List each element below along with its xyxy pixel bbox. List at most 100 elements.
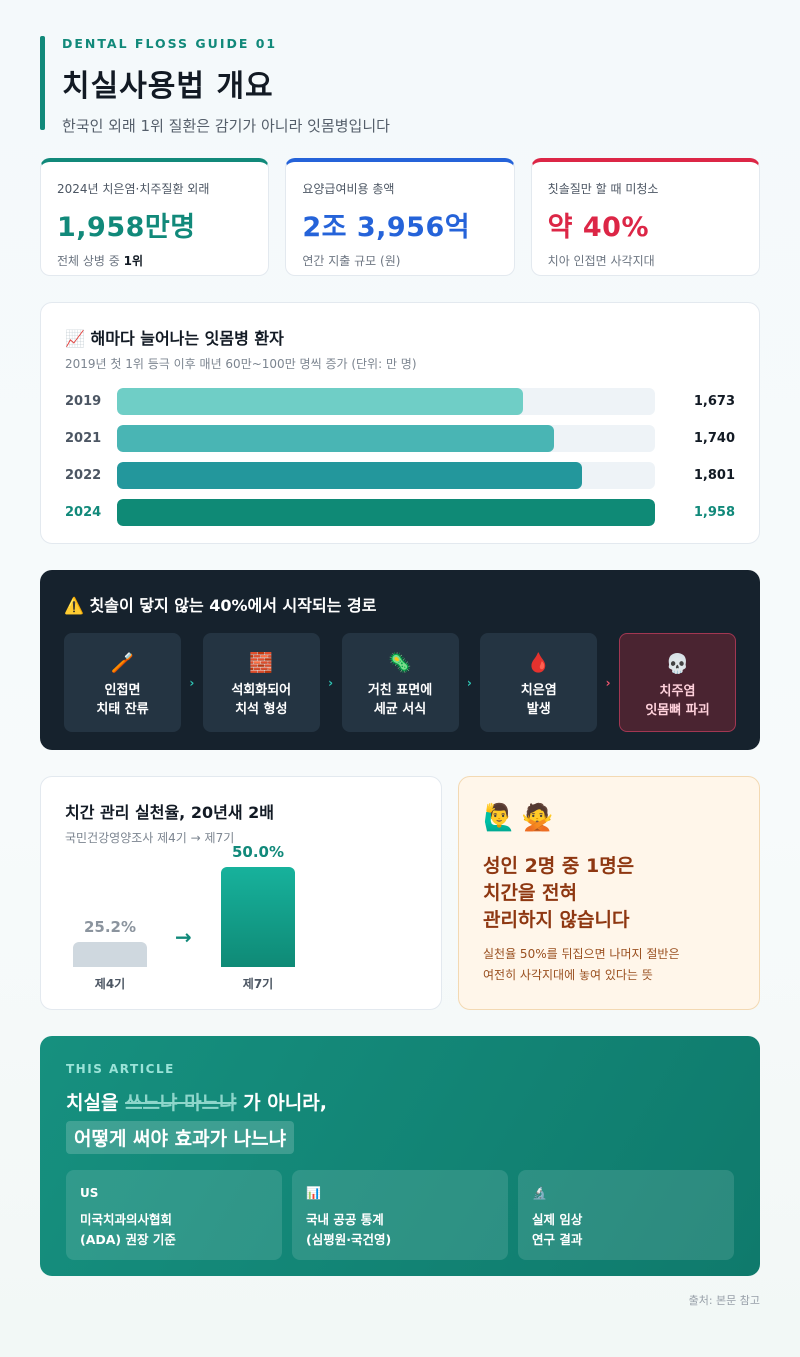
- stat-note: 연간 지출 규모 (원): [302, 254, 401, 268]
- bar: [116, 499, 656, 526]
- before-bar: [73, 942, 147, 967]
- headline-prefix: 치실을: [66, 1092, 126, 1114]
- bar-row: 2021 1,740: [65, 425, 735, 452]
- practice-title: 치간 관리 실천율, 20년새 2배: [65, 803, 274, 822]
- article-banner: THIS ARTICLE 치실을 쓰느냐 마느냐 가 아니라, 어떻게 써야 효…: [40, 1036, 760, 1276]
- headline-suffix: 가 아니라,: [236, 1092, 327, 1114]
- after-percent: 50.0%: [231, 843, 285, 861]
- arrow-right-icon: →: [175, 925, 192, 949]
- brick-icon: 🧱: [249, 652, 274, 674]
- warning-icon: ⚠️: [64, 596, 84, 615]
- before-label: 제4기: [94, 977, 126, 991]
- bar-track: [116, 462, 656, 489]
- stat-label: 요양급여비용 총액: [302, 182, 395, 196]
- step-label-line: 발생: [526, 702, 551, 717]
- article-sources: US 미국치과의사협회 (ADA) 권장 기준 📊 국내 공공 통계 (심평원·…: [66, 1170, 734, 1260]
- source-label: 미국치과의사협회 (ADA) 권장 기준: [80, 1212, 176, 1247]
- blood-drop-icon: 🩸: [526, 652, 551, 674]
- after-label: 제7기: [242, 977, 274, 991]
- stat-value: 1,958만명: [57, 212, 196, 243]
- practice-subtitle: 국민건강영양조사 제4기 → 제7기: [65, 831, 235, 845]
- article-highlight: 어떻게 써야 효과가 나느냐: [66, 1121, 295, 1154]
- source-statistics: 📊 국내 공공 통계 (심평원·국건영): [292, 1170, 508, 1260]
- bar-track: [116, 425, 656, 452]
- stat-value: 2조 3,956억: [302, 212, 471, 243]
- step-label-line: 치석 형성: [235, 702, 288, 717]
- stat-label: 칫솔질만 할 때 미청소: [547, 182, 659, 196]
- after-bar: [221, 867, 295, 967]
- bar-value-label: 1,958: [693, 505, 735, 520]
- article-eyebrow: THIS ARTICLE: [66, 1062, 175, 1076]
- bar-value-label: 1,673: [693, 394, 735, 409]
- people-icon: 🙋‍♂️🙅: [483, 803, 560, 833]
- stat-card-outpatients: 2024년 치은염·치주질환 외래 1,958만명 전체 상병 중 1위: [40, 158, 270, 276]
- chart-title-text: 해마다 늘어나는 잇몸병 환자: [90, 329, 284, 348]
- chevron-right-icon: ›: [605, 675, 611, 690]
- header-eyebrow: DENTAL FLOSS GUIDE 01: [62, 36, 278, 51]
- toothbrush-icon: 🪥: [110, 652, 135, 674]
- us-flag-icon: US: [80, 1186, 99, 1200]
- practice-row: 치간 관리 실천율, 20년새 2배 국민건강영양조사 제4기 → 제7기 25…: [40, 776, 760, 1010]
- headline-strike: 쓰느냐 마느냐: [125, 1092, 237, 1114]
- bar-year-label: 2024: [65, 505, 102, 520]
- bar-year-label: 2021: [65, 431, 102, 446]
- chevron-right-icon: ›: [189, 675, 195, 690]
- skull-icon: 💀: [665, 653, 690, 675]
- step-label-line: 치주염: [659, 684, 696, 699]
- bar-value-label: 1,801: [693, 468, 735, 483]
- chevron-right-icon: ›: [466, 675, 472, 690]
- step-label-line: 세균 서식: [373, 702, 427, 717]
- microscope-icon: 🔬: [532, 1186, 547, 1200]
- step-label-line: 인접면: [104, 683, 141, 698]
- practice-card: 치간 관리 실천율, 20년새 2배 국민건강영양조사 제4기 → 제7기 25…: [40, 776, 442, 1010]
- page-title: 치실사용법 개요: [62, 69, 274, 104]
- bar: [116, 462, 583, 489]
- article-headline: 치실을 쓰느냐 마느냐 가 아니라,: [66, 1088, 734, 1115]
- step-label-line: 치은염: [520, 683, 557, 698]
- step-label-line: 치태 잔류: [96, 702, 149, 717]
- bar-row: 2022 1,801: [65, 462, 735, 489]
- bar-track: [116, 499, 656, 526]
- bar-year-label: 2022: [65, 468, 102, 483]
- callout-headline: 성인 2명 중 1명은 치간을 전혀 관리하지 않습니다: [483, 855, 635, 931]
- stat-card-cost: 요양급여비용 총액 2조 3,956억 연간 지출 규모 (원): [285, 158, 515, 276]
- step-label-line: 거친 표면에: [367, 683, 433, 698]
- step-label-line: 석회화되어: [231, 683, 292, 698]
- growth-chart-card: 📈 해마다 늘어나는 잇몸병 환자 2019년 첫 1위 등극 이후 매년 60…: [40, 302, 760, 544]
- pathway-title: ⚠️ 칫솔이 닿지 않는 40%에서 시작되는 경로: [64, 592, 736, 616]
- stat-card-uncleaned: 칫솔질만 할 때 미청소 약 40% 치아 인접면 사각지대: [530, 158, 760, 276]
- comparison-after: 50.0% 제7기: [221, 843, 295, 991]
- stat-cards: 2024년 치은염·치주질환 외래 1,958만명 전체 상병 중 1위 요양급…: [40, 158, 760, 276]
- stat-note-text: 전체 상병 중: [57, 254, 124, 268]
- stat-note: 치아 인접면 사각지대: [547, 254, 655, 268]
- page-header: DENTAL FLOSS GUIDE 01 치실사용법 개요 한국인 외래 1위…: [40, 36, 760, 135]
- source-footnote: 출처: 본문 참고: [688, 1294, 760, 1307]
- practice-comparison: 25.2% 제4기 → 50.0% 제7기: [65, 843, 417, 991]
- source-ada: US 미국치과의사협회 (ADA) 권장 기준: [66, 1170, 282, 1260]
- step-label-line: 잇몸뼈 파괴: [645, 703, 710, 718]
- bar-chart-icon: 📊: [306, 1186, 321, 1200]
- bar-chart: 2019 1,673 2021 1,740 2022 1,801 2024 1,958: [65, 388, 735, 526]
- stat-value: 약 40%: [547, 212, 650, 243]
- bar-year-label: 2019: [65, 394, 102, 409]
- bar: [116, 388, 523, 415]
- before-percent: 25.2%: [83, 918, 137, 936]
- chevron-right-icon: ›: [328, 675, 334, 690]
- stat-label: 2024년 치은염·치주질환 외래: [57, 182, 210, 196]
- chart-up-icon: 📈: [65, 329, 85, 348]
- pathway-title-text: 칫솔이 닿지 않는 40%에서 시작되는 경로: [89, 596, 377, 615]
- source-clinical: 🔬 실제 임상 연구 결과: [518, 1170, 734, 1260]
- source-label: 실제 임상 연구 결과: [532, 1212, 583, 1247]
- callout-body: 실천율 50%를 뒤집으면 나머지 절반은 여전히 사각지대에 놓여 있다는 뜻: [483, 947, 680, 982]
- microbe-icon: 🦠: [388, 652, 412, 674]
